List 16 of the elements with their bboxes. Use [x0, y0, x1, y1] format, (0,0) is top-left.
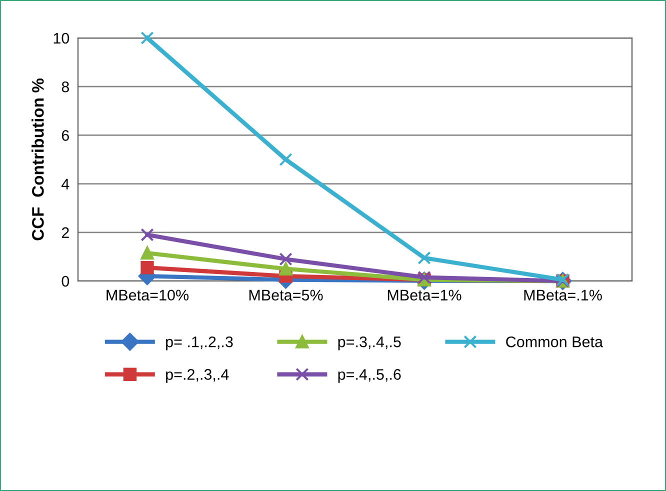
y-tick-label: 0 [62, 276, 70, 287]
y-tick-label: 6 [62, 130, 69, 141]
legend-label: p= .1,.2,.3 [166, 336, 233, 350]
x-tick-label: MBeta=.1% [524, 290, 602, 301]
legend-label: p=.2,.3,.4 [166, 369, 229, 383]
y-tick-label: 2 [62, 227, 69, 238]
x-tick-label: MBeta=5% [249, 290, 323, 301]
legend-label: p=.3,.4,.5 [338, 336, 401, 350]
y-tick-label: 10 [54, 32, 70, 44]
y-tick-label: 4 [62, 178, 70, 190]
y-axis-title: CCF Contribution % [32, 78, 44, 240]
legend-label: p=.4,.5,.6 [338, 369, 401, 383]
x-tick-label: MBeta=10% [106, 290, 189, 301]
x-tick-label: MBeta=1% [388, 290, 462, 301]
y-tick-label: 8 [62, 81, 70, 92]
legend-label: Common Beta [506, 336, 603, 348]
